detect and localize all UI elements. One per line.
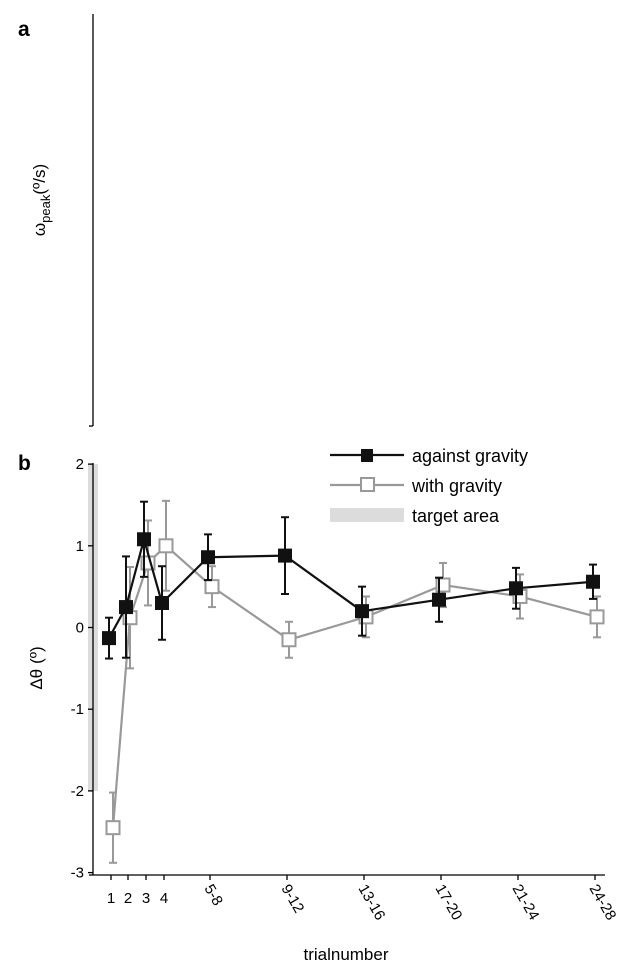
x-tick-labels: 1 2 3 4 5-8 9-12 13-16 17-20 21-24 24-28 <box>107 882 620 924</box>
x-tick-label: 13-16 <box>355 882 389 924</box>
data-point <box>201 550 215 565</box>
data-point <box>158 538 174 554</box>
panel-b-y-tick-label: -2 <box>71 783 84 800</box>
panel-b-letter: b <box>18 452 31 475</box>
panel-b-y-tick-label: 1 <box>76 538 84 555</box>
panel-b-ylabel-units: (º) <box>27 646 46 664</box>
series-line <box>111 544 598 828</box>
data-point <box>509 581 523 596</box>
data-point <box>586 574 600 589</box>
data-point <box>105 820 121 836</box>
data-point <box>204 579 220 595</box>
panel-a-axes: 360380400420 <box>89 14 94 427</box>
panel-b-series <box>102 499 605 864</box>
data-point <box>432 592 446 607</box>
data-point <box>137 532 151 547</box>
legend-label-against-gravity: against gravity <box>412 446 528 466</box>
data-point <box>278 548 292 563</box>
legend-item-with-gravity: with gravity <box>330 476 502 496</box>
series-line <box>108 535 594 639</box>
panel-b-y-tick-label: 0 <box>76 620 84 637</box>
panel-a-ylabel-units: (º/s) <box>30 164 49 195</box>
legend-marker-with-gravity <box>360 477 375 492</box>
panel-a: a 360380400420 ωpeak(º/s) <box>18 14 94 427</box>
x-tick-label: 3 <box>142 890 150 907</box>
legend-marker-against-gravity <box>361 449 373 462</box>
x-tick-label: 5-8 <box>201 882 227 909</box>
x-tick-label: 17-20 <box>432 882 466 924</box>
x-tick-label: 1 <box>107 890 115 907</box>
data-point <box>281 632 297 648</box>
legend-item-against-gravity: against gravity <box>330 446 528 466</box>
x-tick-label: 9-12 <box>278 882 308 917</box>
panel-b-ylabel-symbol: Δθ <box>27 669 46 690</box>
data-point <box>589 609 605 625</box>
series-with-gravity <box>105 499 605 864</box>
legend-label-with-gravity: with gravity <box>411 476 502 496</box>
panel-b: b -3 -2 -1 0 1 2 Δθ (º) <box>18 452 605 882</box>
x-tick-label: 21-24 <box>509 882 543 924</box>
legend: against gravity with gravity target area <box>330 446 528 526</box>
panel-b-y-tick-label: -1 <box>71 701 84 718</box>
panel-b-ylabel: Δθ (º) <box>27 646 46 689</box>
data-point <box>102 631 116 646</box>
panel-a-ylabel: ωpeak(º/s) <box>30 164 53 236</box>
panel-a-ylabel-symbol: ω <box>30 223 49 236</box>
panel-a-letter: a <box>18 18 30 41</box>
x-tick-label: 24-28 <box>586 882 620 924</box>
legend-swatch-target-area <box>330 508 404 522</box>
panel-b-axes: -3 -2 -1 0 1 2 <box>71 456 605 882</box>
legend-label-target-area: target area <box>412 506 500 526</box>
panel-a-ylabel-sub: peak <box>38 194 53 223</box>
data-point <box>119 600 133 615</box>
x-tick-label: 4 <box>160 890 168 907</box>
panel-b-y-tick-label: -3 <box>71 865 84 882</box>
x-axis-title: trialnumber <box>303 945 388 964</box>
legend-item-target-area: target area <box>330 506 500 526</box>
series-against-gravity <box>102 500 600 660</box>
data-point <box>355 604 369 619</box>
x-tick-label: 2 <box>124 890 132 907</box>
data-point <box>155 595 169 610</box>
panel-b-y-tick-label: 2 <box>76 456 84 473</box>
